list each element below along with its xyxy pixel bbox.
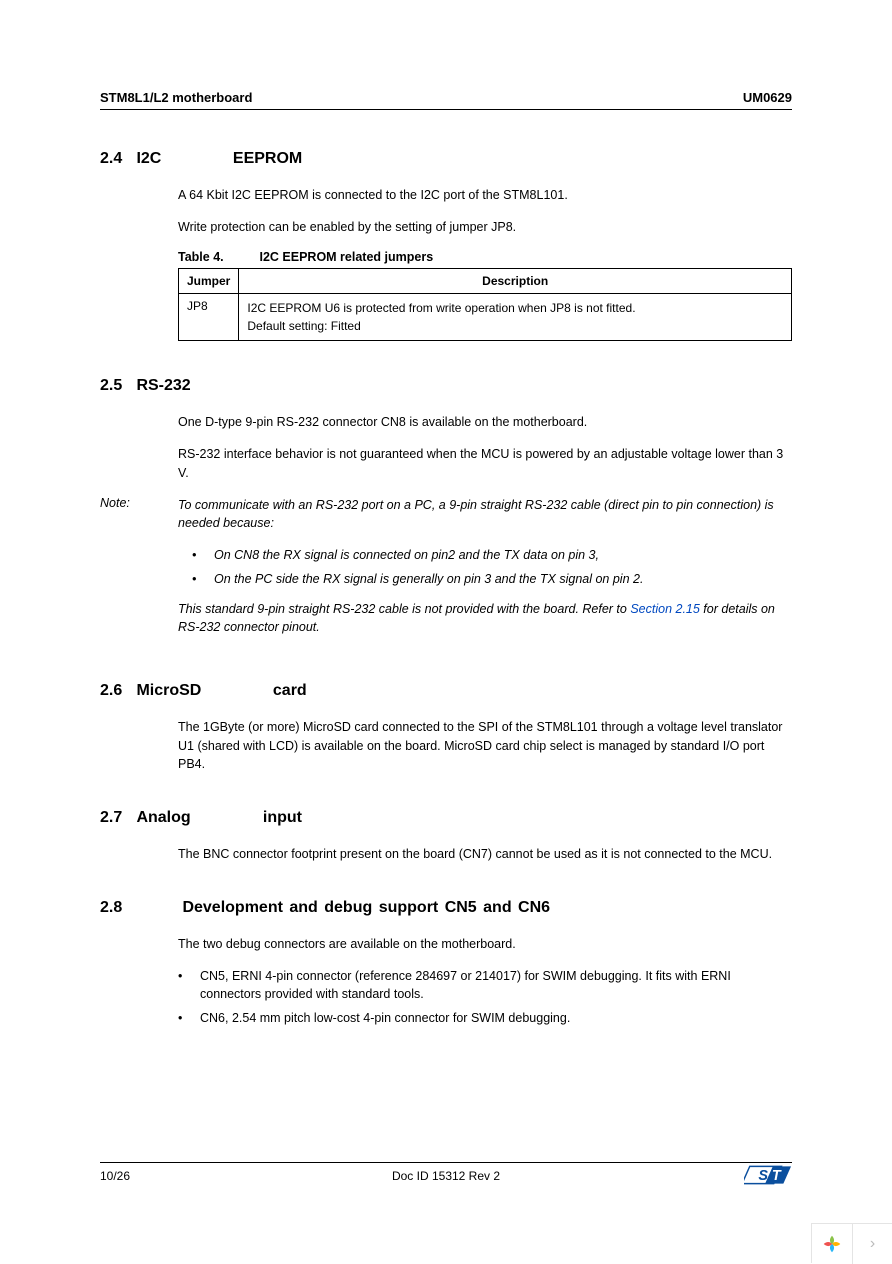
heading-word-1: Analog <box>136 809 256 827</box>
heading-word-1: MicroSD <box>136 682 266 700</box>
heading-word-2: input <box>263 809 302 827</box>
doc-id: Doc ID 15312 Rev 2 <box>100 1169 792 1183</box>
page-body: STM8L1/L2 motherboard UM0629 2.4 I2C EEP… <box>100 90 792 1193</box>
header-left: STM8L1/L2 motherboard <box>100 90 252 105</box>
section-2-6-body: The 1GByte (or more) MicroSD card connec… <box>178 718 792 772</box>
heading-num: 2.8 <box>100 899 176 917</box>
list-item: • CN6, 2.54 mm pitch low-cost 4-pin conn… <box>178 1009 792 1027</box>
list-item: • CN5, ERNI 4-pin connector (reference 2… <box>178 967 792 1003</box>
next-page-button[interactable]: › <box>852 1224 892 1264</box>
paragraph: The 1GByte (or more) MicroSD card connec… <box>178 718 792 772</box>
jumper-table: Jumper Description JP8 I2C EEPROM U6 is … <box>178 268 792 341</box>
header-right: UM0629 <box>743 90 792 105</box>
table-title: I2C EEPROM related jumpers <box>259 250 433 264</box>
list-item-text: On CN8 the RX signal is connected on pin… <box>214 546 599 564</box>
heading-2-8: 2.8 Development and debug support CN5 an… <box>100 899 792 917</box>
footer: 10/26 Doc ID 15312 Rev 2 <box>100 1169 792 1183</box>
table-number: Table 4. <box>178 250 256 264</box>
heading-title: Development and debug support CN5 and CN… <box>182 899 550 916</box>
heading-2-6: 2.6 MicroSD card <box>100 682 792 700</box>
section-2-5-body: One D-type 9-pin RS-232 connector CN8 is… <box>178 413 792 481</box>
td-jumper: JP8 <box>179 294 239 341</box>
svg-text:T: T <box>772 1168 782 1184</box>
spacer <box>100 658 792 682</box>
list-item-text: On the PC side the RX signal is generall… <box>214 570 643 588</box>
td-desc-line: Default setting: Fitted <box>247 317 783 335</box>
paragraph: The BNC connector footprint present on t… <box>178 845 792 863</box>
bullet-list: • CN5, ERNI 4-pin connector (reference 2… <box>178 967 792 1027</box>
note-label: Note: <box>100 496 178 651</box>
heading-2-5: 2.5 RS-232 <box>100 377 792 395</box>
paragraph: One D-type 9-pin RS-232 connector CN8 is… <box>178 413 792 431</box>
bullet-icon: • <box>192 570 214 588</box>
note-paragraph: To communicate with an RS-232 port on a … <box>178 496 792 532</box>
heading-word-2: card <box>273 682 307 700</box>
heading-word-1: I2C <box>136 150 226 168</box>
st-logo-icon: S T <box>744 1160 792 1193</box>
note-body: To communicate with an RS-232 port on a … <box>178 496 792 651</box>
list-item: • On CN8 the RX signal is connected on p… <box>192 546 792 564</box>
td-description: I2C EEPROM U6 is protected from write op… <box>239 294 792 341</box>
paragraph: Write protection can be enabled by the s… <box>178 218 792 236</box>
list-item-text: CN6, 2.54 mm pitch low-cost 4-pin connec… <box>200 1009 570 1027</box>
corner-app-icon[interactable] <box>812 1224 852 1264</box>
bullet-icon: • <box>178 967 200 1003</box>
section-2-7-body: The BNC connector footprint present on t… <box>178 845 792 863</box>
paragraph: RS-232 interface behavior is not guarant… <box>178 445 792 481</box>
bullet-icon: • <box>178 1009 200 1027</box>
heading-title: RS-232 <box>136 377 190 394</box>
bullet-icon: • <box>192 546 214 564</box>
table-caption: Table 4. I2C EEPROM related jumpers <box>178 250 792 264</box>
note-bullets: • On CN8 the RX signal is connected on p… <box>192 546 792 588</box>
note-block: Note: To communicate with an RS-232 port… <box>100 496 792 651</box>
section-2-8-body: The two debug connectors are available o… <box>178 935 792 1028</box>
heading-2-7: 2.7 Analog input <box>100 809 792 827</box>
paragraph: A 64 Kbit I2C EEPROM is connected to the… <box>178 186 792 204</box>
td-desc-line: I2C EEPROM U6 is protected from write op… <box>247 299 783 317</box>
list-item: • On the PC side the RX signal is genera… <box>192 570 792 588</box>
heading-num: 2.6 <box>100 682 130 700</box>
note-paragraph: This standard 9-pin straight RS-232 cabl… <box>178 600 792 636</box>
th-jumper: Jumper <box>179 269 239 294</box>
paragraph: The two debug connectors are available o… <box>178 935 792 953</box>
heading-word-2: EEPROM <box>233 150 302 168</box>
table-row: JP8 I2C EEPROM U6 is protected from writ… <box>179 294 792 341</box>
page-header: STM8L1/L2 motherboard UM0629 <box>100 90 792 110</box>
section-2-4-body: A 64 Kbit I2C EEPROM is connected to the… <box>178 186 792 341</box>
list-item-text: CN5, ERNI 4-pin connector (reference 284… <box>200 967 792 1003</box>
th-description: Description <box>239 269 792 294</box>
heading-num: 2.4 <box>100 150 130 168</box>
heading-2-4: 2.4 I2C EEPROM <box>100 150 792 168</box>
footer-rule <box>100 1162 792 1163</box>
table-header-row: Jumper Description <box>179 269 792 294</box>
chevron-right-icon: › <box>870 1235 875 1253</box>
svg-text:S: S <box>758 1168 768 1184</box>
section-link[interactable]: Section 2.15 <box>630 602 700 616</box>
heading-num: 2.5 <box>100 377 130 395</box>
heading-num: 2.7 <box>100 809 130 827</box>
note-text-a: This standard 9-pin straight RS-232 cabl… <box>178 602 630 616</box>
corner-toolbar: › <box>811 1223 892 1263</box>
